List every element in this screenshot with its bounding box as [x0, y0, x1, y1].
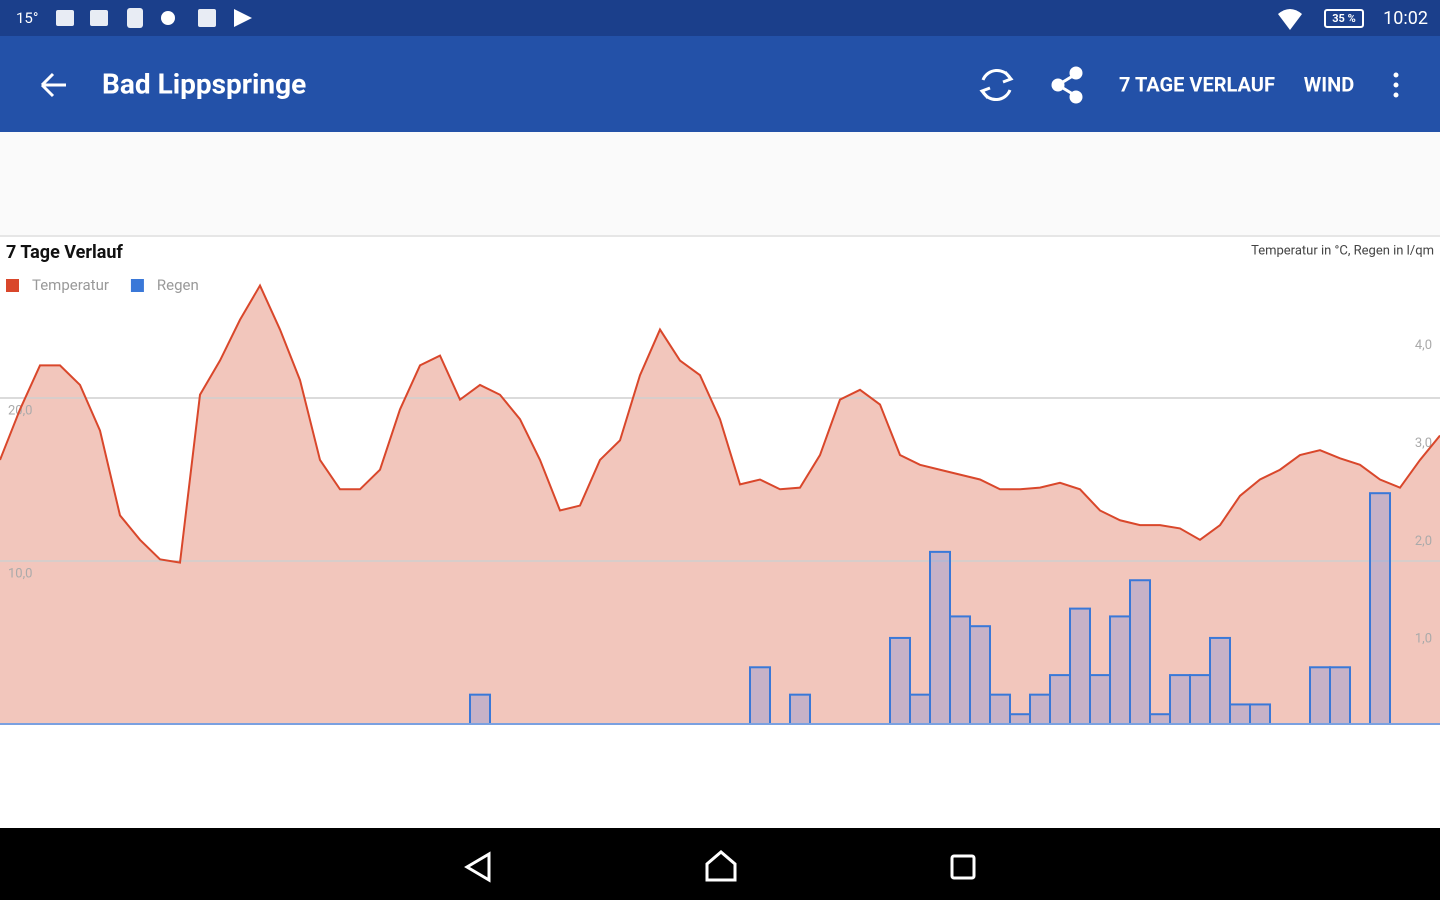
rain-bar: [1329, 666, 1351, 725]
legend-swatch: [130, 279, 144, 292]
refresh-button[interactable]: [979, 68, 1014, 102]
rain-bar: [1149, 713, 1171, 725]
status-icons: [56, 8, 252, 28]
action-wind[interactable]: WIND: [1304, 72, 1354, 96]
chart-subtitle: Temperatur in °C, Regen in l/qm: [1251, 243, 1434, 258]
rain-bar: [1309, 666, 1331, 725]
rain-bar: [909, 693, 931, 725]
chart-title: 7 Tage Verlauf: [6, 242, 123, 263]
y-tick-label: 10,0: [8, 566, 32, 581]
legend-swatch: [6, 279, 19, 292]
y2-tick-label: 3,0: [1415, 436, 1432, 451]
app-title: Bad Lippspringe: [102, 67, 306, 100]
battery-level: 35 %: [1332, 12, 1356, 25]
rain-bar: [1189, 674, 1211, 725]
rain-bar: [789, 693, 811, 725]
status-temp: 15°: [16, 9, 38, 27]
rain-bar: [949, 615, 971, 725]
rain-bar: [1009, 713, 1031, 725]
status-time: 10:02: [1383, 8, 1428, 29]
rain-bar: [889, 636, 911, 725]
wifi-icon: [1278, 9, 1302, 30]
y2-tick-label: 2,0: [1415, 534, 1432, 549]
legend-label: Regen: [157, 276, 199, 294]
back-button[interactable]: [40, 72, 66, 98]
legend: Temperatur Regen: [6, 276, 199, 294]
action-seven-days[interactable]: 7 TAGE VERLAUF: [1119, 72, 1275, 96]
temperature-line: [0, 283, 1440, 564]
rain-bar: [1249, 703, 1271, 726]
rain-bar: [1229, 703, 1251, 726]
nav-home[interactable]: [705, 850, 737, 882]
overflow-menu[interactable]: [1393, 72, 1399, 98]
nav-back[interactable]: [464, 851, 491, 883]
rain-bar: [1129, 579, 1151, 726]
rain-bar: [1369, 492, 1391, 725]
rain-bar: [1069, 607, 1091, 726]
battery-icon: [1324, 9, 1364, 28]
rain-bar: [969, 625, 991, 726]
plot: 10,020,01,02,03,04,0: [0, 283, 1440, 726]
rain-bar: [989, 693, 1011, 725]
rain-bar: [1209, 636, 1231, 725]
y2-tick-label: 1,0: [1415, 632, 1432, 647]
share-button[interactable]: [1051, 66, 1083, 104]
rain-bar: [1029, 693, 1051, 725]
rain-bar: [1049, 674, 1071, 725]
rain-bar: [1109, 615, 1131, 725]
rain-bar: [1089, 674, 1111, 725]
nav-bar: [0, 828, 1440, 900]
rain-bar: [469, 693, 491, 725]
temperature-area: [0, 285, 1440, 724]
rain-bar: [1169, 674, 1191, 725]
y2-tick-label: 4,0: [1415, 338, 1432, 353]
app-bar: [0, 36, 1440, 132]
rain-bar: [929, 550, 951, 726]
nav-recents[interactable]: [950, 854, 976, 880]
legend-label: Temperatur: [32, 276, 109, 294]
rain-bar: [749, 666, 771, 725]
